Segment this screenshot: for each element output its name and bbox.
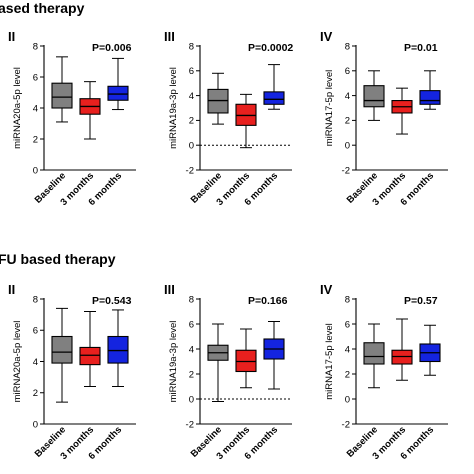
y-tick-label: 6 bbox=[345, 319, 350, 330]
box-1 bbox=[391, 87, 413, 135]
box-iqr bbox=[363, 85, 385, 108]
box-0 bbox=[363, 323, 385, 389]
y-tick-label: 8 bbox=[345, 294, 350, 305]
y-tick-label: 2 bbox=[33, 388, 38, 399]
section-title-bottom: FU based therapy bbox=[0, 251, 116, 267]
p-value: P=0.57 bbox=[404, 295, 438, 307]
y-tick-label: 8 bbox=[189, 41, 194, 52]
box-0 bbox=[207, 72, 229, 125]
panel-label: II bbox=[8, 282, 15, 297]
panel-label: III bbox=[164, 282, 175, 297]
y-tick-label: 4 bbox=[345, 344, 350, 355]
panel-label: III bbox=[164, 29, 175, 44]
box-1 bbox=[79, 311, 101, 387]
box-1 bbox=[235, 93, 257, 149]
box-iqr bbox=[79, 346, 101, 366]
section-title-top: ased therapy bbox=[0, 0, 85, 16]
y-axis-label: miRNA17-5p level bbox=[324, 70, 335, 147]
panel-label: II bbox=[8, 29, 15, 44]
box-iqr bbox=[419, 90, 441, 105]
y-tick-label: 4 bbox=[345, 91, 350, 102]
y-tick-label: 6 bbox=[345, 66, 350, 77]
p-value: P=0.166 bbox=[248, 295, 288, 307]
y-tick-label: 4 bbox=[189, 91, 194, 102]
y-tick-label: 8 bbox=[33, 41, 38, 52]
box-1 bbox=[235, 328, 257, 389]
panel-label: IV bbox=[320, 282, 333, 297]
box-iqr bbox=[363, 342, 385, 365]
box-iqr bbox=[107, 335, 129, 364]
y-tick-label: 8 bbox=[33, 294, 38, 305]
y-tick-label: 0 bbox=[345, 394, 350, 405]
y-tick-label: 0 bbox=[189, 394, 194, 405]
box-iqr bbox=[51, 82, 73, 109]
y-axis-label: miRNA19a-3p level bbox=[168, 67, 179, 149]
y-tick-label: 2 bbox=[33, 134, 38, 145]
box-0 bbox=[51, 307, 73, 403]
y-tick-label: 6 bbox=[33, 72, 38, 83]
y-tick-label: 4 bbox=[33, 357, 38, 368]
y-tick-label: 2 bbox=[345, 116, 350, 127]
y-tick-label: 6 bbox=[189, 66, 194, 77]
y-tick-label: 8 bbox=[189, 294, 194, 305]
y-tick-label: 0 bbox=[189, 141, 194, 152]
box-2 bbox=[263, 64, 285, 110]
y-axis-label: miRNA20a-5p level bbox=[12, 321, 23, 403]
p-value: P=0.543 bbox=[92, 295, 132, 307]
y-axis-label: miRNA19a-3p level bbox=[168, 321, 179, 403]
box-iqr bbox=[263, 91, 285, 105]
y-tick-label: 4 bbox=[33, 103, 38, 114]
y-tick-label: 2 bbox=[345, 369, 350, 380]
box-1 bbox=[79, 81, 101, 140]
y-tick-label: 8 bbox=[345, 41, 350, 52]
y-tick-label: 0 bbox=[33, 419, 38, 430]
box-2 bbox=[107, 309, 129, 387]
y-tick-label: -2 bbox=[186, 165, 194, 176]
y-tick-label: -2 bbox=[186, 419, 194, 430]
box-2 bbox=[419, 70, 441, 110]
y-tick-label: 2 bbox=[189, 369, 194, 380]
p-value: P=0.0002 bbox=[248, 42, 293, 54]
box-iqr bbox=[51, 335, 73, 364]
y-tick-label: 6 bbox=[189, 319, 194, 330]
y-tick-label: -2 bbox=[342, 419, 350, 430]
y-axis-label: miRNA17-5p level bbox=[324, 323, 335, 400]
y-tick-label: 0 bbox=[33, 165, 38, 176]
box-2 bbox=[419, 324, 441, 376]
box-1 bbox=[391, 318, 413, 381]
y-tick-label: 4 bbox=[189, 344, 194, 355]
box-0 bbox=[51, 56, 73, 123]
p-value: P=0.01 bbox=[404, 42, 438, 54]
y-tick-label: 0 bbox=[345, 141, 350, 152]
box-2 bbox=[107, 57, 129, 111]
y-axis-label: miRNA20a-5p level bbox=[12, 67, 23, 149]
y-tick-label: 6 bbox=[33, 326, 38, 337]
y-tick-label: -2 bbox=[342, 165, 350, 176]
p-value: P=0.006 bbox=[92, 42, 132, 54]
box-2 bbox=[263, 321, 285, 390]
box-0 bbox=[207, 323, 229, 402]
y-tick-label: 2 bbox=[189, 116, 194, 127]
box-0 bbox=[363, 70, 385, 121]
box-iqr bbox=[107, 85, 129, 101]
panel-label: IV bbox=[320, 29, 333, 44]
